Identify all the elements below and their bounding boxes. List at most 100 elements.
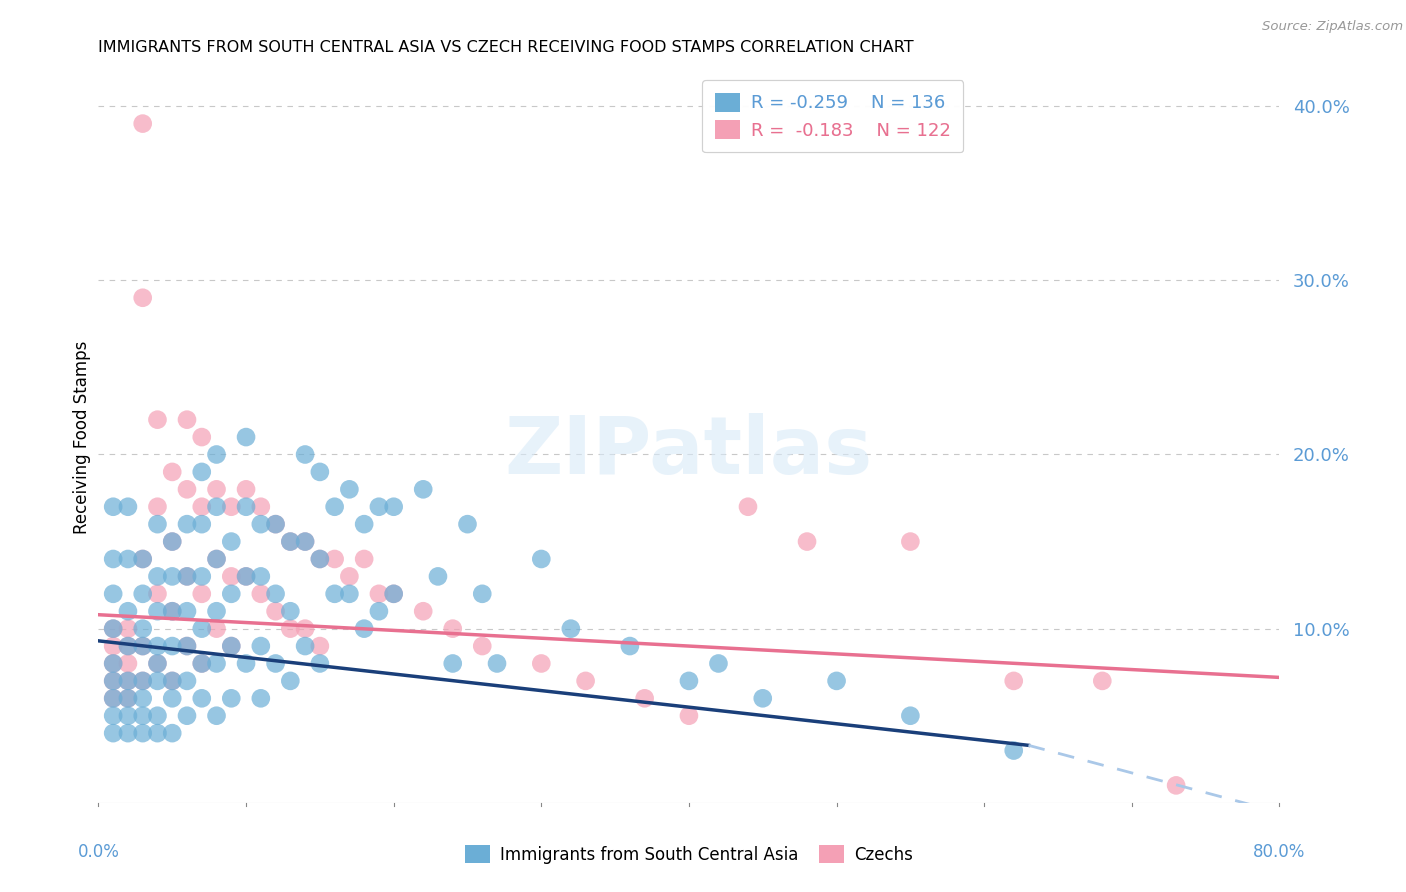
Point <box>191 430 214 444</box>
Point <box>368 604 391 618</box>
Point <box>250 639 273 653</box>
Point <box>191 569 214 583</box>
Point <box>250 500 273 514</box>
Point <box>825 673 848 688</box>
Point <box>146 604 169 618</box>
Point <box>162 673 183 688</box>
Point <box>103 691 125 706</box>
Point <box>162 534 183 549</box>
Point <box>146 517 169 532</box>
Point <box>235 483 257 497</box>
Point <box>337 587 360 601</box>
Point <box>191 657 214 671</box>
Point <box>132 639 155 653</box>
Text: 80.0%: 80.0% <box>1253 843 1306 861</box>
Point <box>278 604 302 618</box>
Point <box>1091 673 1114 688</box>
Point <box>294 639 316 653</box>
Point <box>264 604 287 618</box>
Point <box>368 500 391 514</box>
Point <box>278 534 302 549</box>
Point <box>117 708 139 723</box>
Point <box>132 587 155 601</box>
Point <box>235 430 257 444</box>
Point <box>103 622 125 636</box>
Point <box>132 673 155 688</box>
Point <box>162 465 183 479</box>
Point <box>146 587 169 601</box>
Point <box>309 639 332 653</box>
Point <box>146 412 169 426</box>
Point <box>900 708 922 723</box>
Point <box>205 604 228 618</box>
Point <box>117 552 139 566</box>
Point <box>117 604 139 618</box>
Point <box>205 500 228 514</box>
Point <box>132 639 155 653</box>
Point <box>337 483 360 497</box>
Point <box>633 691 655 706</box>
Point <box>162 534 183 549</box>
Point <box>751 691 773 706</box>
Point <box>146 657 169 671</box>
Point <box>412 483 434 497</box>
Point <box>117 657 139 671</box>
Point <box>560 622 582 636</box>
Point <box>900 534 922 549</box>
Point <box>162 726 183 740</box>
Point <box>219 587 242 601</box>
Point <box>162 691 183 706</box>
Point <box>176 708 198 723</box>
Point <box>103 691 125 706</box>
Point <box>205 483 228 497</box>
Point <box>117 691 139 706</box>
Point <box>191 622 214 636</box>
Point <box>353 552 375 566</box>
Point <box>146 500 169 514</box>
Point <box>117 726 139 740</box>
Point <box>486 657 509 671</box>
Point <box>707 657 730 671</box>
Point <box>132 552 155 566</box>
Point <box>278 673 302 688</box>
Point <box>337 569 360 583</box>
Point <box>162 639 183 653</box>
Point <box>235 569 257 583</box>
Point <box>176 604 198 618</box>
Point <box>176 412 198 426</box>
Point <box>235 569 257 583</box>
Text: 0.0%: 0.0% <box>77 843 120 861</box>
Point <box>456 517 478 532</box>
Point <box>471 639 494 653</box>
Point <box>264 517 287 532</box>
Point <box>678 673 700 688</box>
Point <box>132 117 155 131</box>
Point <box>250 691 273 706</box>
Point <box>205 552 228 566</box>
Text: ZIPatlas: ZIPatlas <box>505 413 873 491</box>
Point <box>117 673 139 688</box>
Point <box>146 673 169 688</box>
Point <box>530 552 553 566</box>
Point <box>382 587 405 601</box>
Point <box>146 569 169 583</box>
Point <box>294 534 316 549</box>
Point <box>205 448 228 462</box>
Point <box>132 622 155 636</box>
Point <box>441 657 464 671</box>
Point <box>162 604 183 618</box>
Point <box>132 673 155 688</box>
Point <box>1002 673 1025 688</box>
Point <box>117 639 139 653</box>
Point <box>176 517 198 532</box>
Point <box>103 622 125 636</box>
Point <box>146 639 169 653</box>
Point <box>103 639 125 653</box>
Point <box>323 500 346 514</box>
Legend: R = -0.259    N = 136, R =  -0.183    N = 122: R = -0.259 N = 136, R = -0.183 N = 122 <box>702 80 963 153</box>
Point <box>191 500 214 514</box>
Point <box>191 517 214 532</box>
Point <box>132 726 155 740</box>
Point <box>219 534 242 549</box>
Point <box>619 639 641 653</box>
